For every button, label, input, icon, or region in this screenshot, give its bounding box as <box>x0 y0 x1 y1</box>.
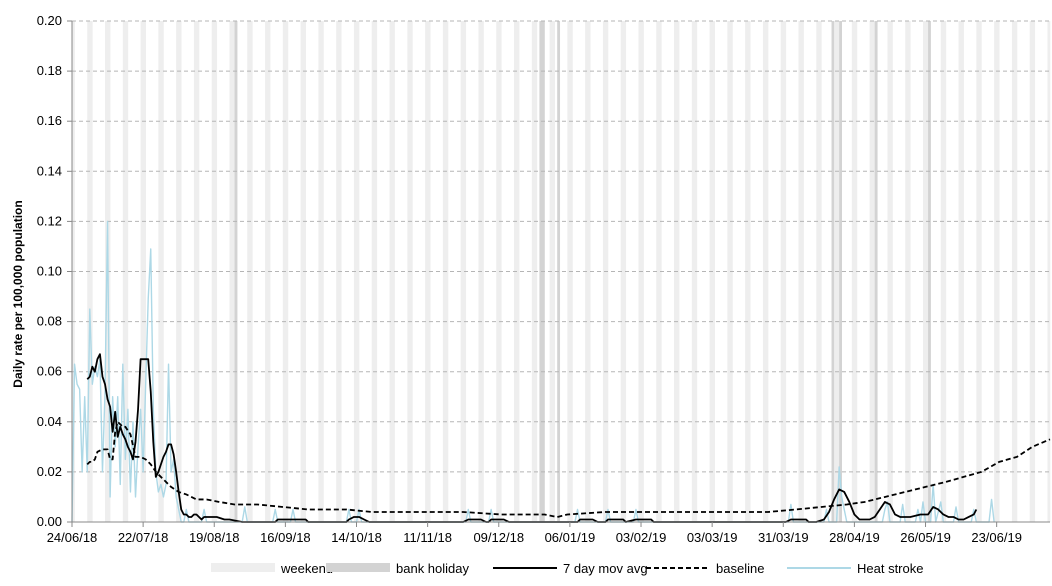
weekend-band <box>656 21 660 522</box>
weekend-band <box>336 21 340 522</box>
bank-holiday-band <box>831 21 835 522</box>
y-tick-label: 0.08 <box>37 314 62 329</box>
weekend-band <box>783 21 787 522</box>
weekend-band <box>854 21 858 522</box>
bank-holiday-band <box>539 21 543 522</box>
axes: 0.00 0.02 0.04 0.06 0.08 0.10 0.12 0.14 0.16 0.18… <box>37 13 1050 545</box>
bank-holiday-band <box>874 21 878 522</box>
weekend-band <box>1014 21 1018 522</box>
weekend-band <box>392 21 395 522</box>
weekend-band <box>958 21 962 522</box>
weekend-band <box>356 21 360 522</box>
weekend-band <box>762 21 766 522</box>
weekend-band <box>196 21 200 522</box>
legend-weekend-swatch <box>211 563 275 572</box>
weekend-band <box>249 21 253 522</box>
x-tick-label: 28/04/19 <box>829 530 880 545</box>
weekend-band <box>851 21 855 522</box>
weekend-band <box>460 21 464 522</box>
weekend-band <box>907 21 911 522</box>
x-tick-label: 31/03/19 <box>758 530 809 545</box>
weekend-band <box>747 21 751 522</box>
weekend-band <box>587 21 591 522</box>
series-line-mov-avg <box>86 353 978 523</box>
weekend-band <box>994 21 997 522</box>
weekend-band <box>300 21 304 522</box>
y-tick-label: 0.06 <box>37 364 62 379</box>
weekend-band <box>887 21 891 522</box>
weekend-band <box>922 21 926 522</box>
y-tick-label: 0.04 <box>37 414 62 429</box>
x-tick-label: 23/06/19 <box>971 530 1022 545</box>
x-tick-label: 11/11/18 <box>403 530 452 545</box>
y-tick-label: 0.14 <box>37 163 62 178</box>
x-tick-label: 19/08/18 <box>189 530 240 545</box>
bank-holiday-band <box>839 21 842 522</box>
weekend-band <box>676 21 680 522</box>
weekend-band <box>691 21 695 522</box>
weekend-band <box>620 21 624 522</box>
weekend-band <box>623 21 627 522</box>
series-line-baseline <box>86 420 1051 518</box>
legend-bank-holiday-swatch <box>326 563 390 572</box>
weekend-band <box>818 21 822 522</box>
x-tick-label: 03/03/19 <box>687 530 738 545</box>
weekend-band <box>265 21 268 522</box>
weekend-band <box>552 21 555 522</box>
legend-bank-holiday-label: bank holiday <box>396 561 469 576</box>
legend-heat-stroke-label: Heat stroke <box>857 561 923 576</box>
gridlines <box>72 20 1050 473</box>
x-tick-label: 03/02/19 <box>616 530 667 545</box>
series-line-heat-stroke <box>71 220 995 523</box>
x-tick-label: 24/06/18 <box>47 530 98 545</box>
legend-baseline-label: baseline <box>716 561 764 576</box>
y-tick-label: 0.10 <box>37 264 62 279</box>
y-tick-label: 0.00 <box>37 514 62 529</box>
weekend-band <box>125 21 129 522</box>
x-tick-label: 06/01/19 <box>545 530 596 545</box>
x-tick-label: 14/10/18 <box>331 530 382 545</box>
weekend-band <box>496 21 500 522</box>
weekend-band <box>229 21 233 522</box>
legend: weekend bank holiday 7 day mov avg baseline… <box>211 561 923 576</box>
weekend-band <box>160 21 164 522</box>
y-tick-label: 0.20 <box>37 13 62 28</box>
weekend-band <box>193 21 197 522</box>
x-tick-label: 26/05/19 <box>900 530 951 545</box>
y-tick-label: 0.18 <box>37 63 62 78</box>
weekend-band <box>531 21 535 522</box>
weekend-band <box>727 21 731 522</box>
weekend-band <box>320 21 324 522</box>
weekend-band <box>425 21 428 522</box>
weekend-band <box>89 21 93 522</box>
weekend-band <box>943 21 947 522</box>
series-lines <box>71 220 1051 523</box>
x-tick-label: 09/12/18 <box>473 530 524 545</box>
y-tick-label: 0.02 <box>37 464 62 479</box>
x-tick-label: 16/09/18 <box>260 530 311 545</box>
weekend-band <box>712 21 715 522</box>
weekend-band <box>285 21 289 522</box>
day-bands <box>72 21 1051 522</box>
weekend-band <box>567 21 571 522</box>
weekend-band <box>798 21 802 522</box>
y-tick-label: 0.12 <box>37 213 62 228</box>
weekend-band <box>480 21 484 522</box>
y-tick-label: 0.16 <box>37 113 62 128</box>
x-tick-label: 22/07/18 <box>118 530 169 545</box>
weekend-band <box>516 21 520 522</box>
legend-weekend-label: weekend <box>280 561 333 576</box>
y-axis-label: Daily rate per 100,000 population <box>11 200 25 387</box>
legend-mov-avg-label: 7 day mov avg <box>563 561 648 576</box>
weekend-band <box>978 21 982 522</box>
